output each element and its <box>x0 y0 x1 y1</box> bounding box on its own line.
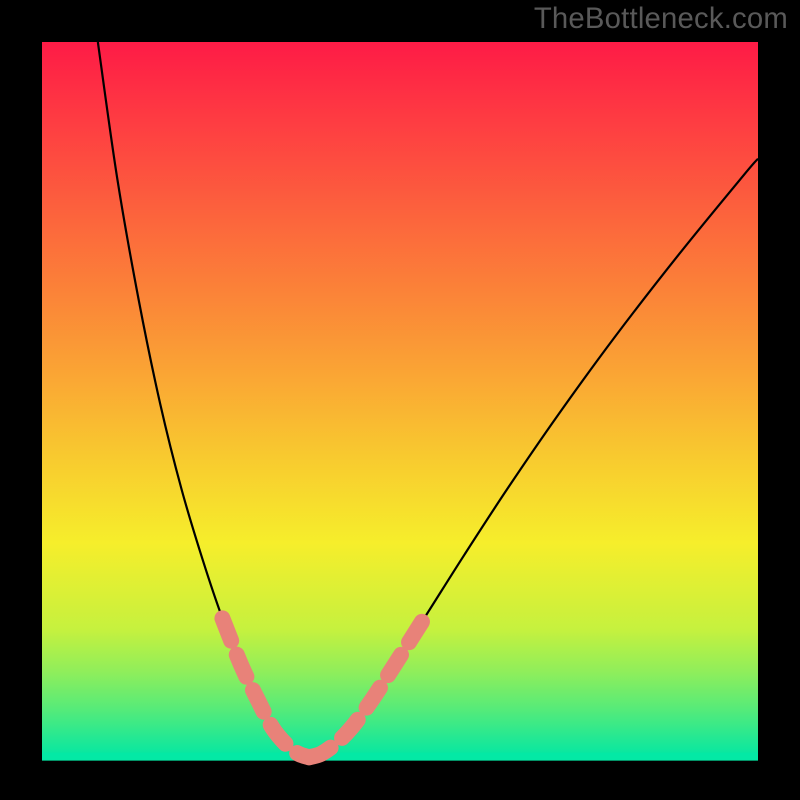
curve-markers-right <box>309 611 429 757</box>
curve-markers-left <box>222 618 309 757</box>
watermark-text: TheBottleneck.com <box>534 2 788 36</box>
chart-svg <box>0 0 800 800</box>
bottleneck-curve <box>98 42 758 757</box>
